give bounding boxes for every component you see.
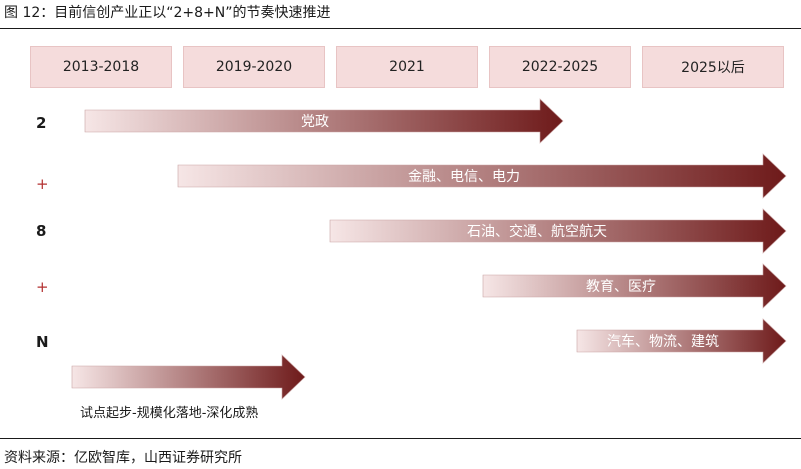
row-label-8: 8 (36, 222, 47, 240)
source-note: 资料来源：亿欧智库，山西证券研究所 (4, 450, 242, 466)
arrow-label-edu: 教育、医疗 (586, 279, 656, 295)
bottom-rule (0, 438, 801, 439)
arrow-label-party-gov: 党政 (301, 114, 329, 130)
arrow-label-finance: 金融、电信、电力 (408, 169, 520, 185)
arrow-auto: 汽车、物流、建筑 (576, 318, 787, 364)
row-label-plus: + (36, 278, 49, 296)
top-rule (0, 28, 801, 29)
arrow-label-petro: 石油、交通、航空航天 (467, 224, 607, 240)
period-2021: 2021 (336, 46, 478, 88)
arrow-legend (71, 354, 306, 400)
row-label-plus: + (36, 175, 49, 193)
period-2022-2025: 2022-2025 (489, 46, 631, 88)
period-2013-2018: 2013-2018 (30, 46, 172, 88)
arrow-edu: 教育、医疗 (482, 263, 787, 309)
arrow-petro: 石油、交通、航空航天 (329, 208, 787, 254)
period-2019-2020: 2019-2020 (183, 46, 325, 88)
arrow-label-auto: 汽车、物流、建筑 (607, 334, 719, 350)
row-label-2: 2 (36, 114, 47, 132)
legend-caption: 试点起步-规模化落地-深化成熟 (80, 406, 259, 421)
arrow-party-gov: 党政 (84, 98, 564, 144)
period-2025-after: 2025以后 (642, 46, 784, 88)
figure-title: 图 12：目前信创产业正以“2+8+N”的节奏快速推进 (4, 5, 331, 21)
row-label-n: N (36, 333, 49, 351)
arrow-finance: 金融、电信、电力 (177, 153, 787, 199)
